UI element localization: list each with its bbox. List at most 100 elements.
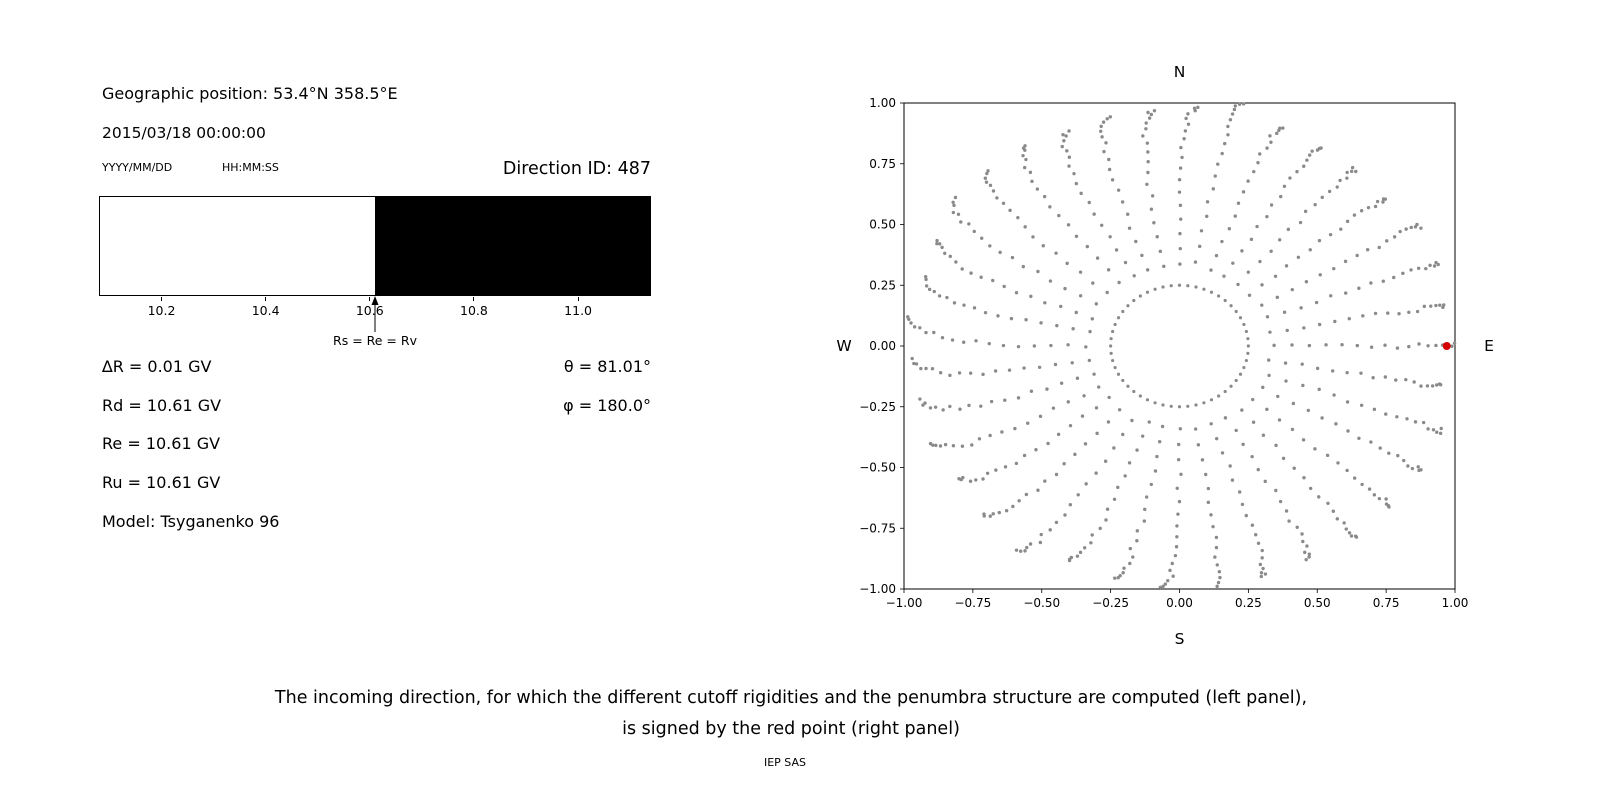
direction-dot bbox=[1003, 398, 1007, 402]
direction-dot bbox=[1241, 442, 1245, 447]
inner-ring-dot bbox=[1244, 358, 1248, 363]
direction-dot bbox=[1292, 466, 1296, 470]
direction-dot bbox=[1332, 393, 1336, 397]
direction-dot bbox=[1263, 572, 1268, 576]
inner-ring-dot bbox=[1186, 284, 1190, 288]
direction-dot bbox=[1116, 485, 1120, 490]
direction-dot bbox=[1117, 280, 1121, 285]
direction-dot bbox=[1163, 582, 1168, 586]
direction-dot bbox=[1409, 225, 1413, 230]
direction-dot bbox=[1247, 293, 1252, 297]
direction-dot bbox=[1404, 377, 1408, 382]
direction-dot bbox=[1244, 513, 1248, 518]
direction-dot bbox=[1255, 224, 1259, 229]
direction-dot bbox=[1256, 541, 1261, 546]
direction-dot bbox=[1303, 209, 1308, 214]
direction-dot bbox=[1413, 420, 1418, 424]
direction-dot bbox=[1051, 406, 1056, 410]
direction-dot bbox=[1127, 461, 1132, 465]
direction-dot bbox=[1355, 253, 1359, 258]
direction-dot bbox=[995, 196, 999, 200]
direction-dot bbox=[1233, 104, 1238, 108]
direction-dot bbox=[1166, 578, 1170, 583]
direction-dot bbox=[1031, 235, 1035, 239]
inner-ring-dot bbox=[1246, 344, 1250, 348]
direction-dot bbox=[1327, 189, 1332, 194]
direction-dot bbox=[1342, 521, 1346, 525]
direction-dot bbox=[1231, 261, 1235, 265]
direction-dot bbox=[1186, 122, 1191, 126]
direction-dot bbox=[1089, 541, 1093, 545]
direction-dot bbox=[1067, 155, 1072, 159]
direction-dot bbox=[1291, 401, 1296, 406]
inner-ring-dot bbox=[1153, 287, 1157, 291]
direction-dot bbox=[1352, 213, 1357, 217]
direction-dot bbox=[1082, 546, 1087, 550]
direction-dot bbox=[1200, 458, 1205, 462]
direction-dot bbox=[1146, 170, 1150, 175]
direction-dot bbox=[1179, 145, 1183, 150]
direction-dot bbox=[1347, 317, 1351, 321]
direction-dot bbox=[1277, 238, 1282, 242]
direction-dot bbox=[1041, 244, 1045, 248]
direction-dot bbox=[1396, 453, 1400, 458]
direction-dot bbox=[1087, 358, 1092, 363]
direction-dot bbox=[1067, 164, 1071, 168]
direction-dot bbox=[1436, 262, 1440, 267]
direction-dot bbox=[1416, 266, 1421, 270]
direction-dot bbox=[930, 366, 935, 371]
direction-dot bbox=[974, 478, 978, 482]
direction-dot bbox=[1426, 344, 1430, 348]
direction-dot bbox=[1022, 453, 1027, 458]
direction-dot bbox=[1330, 369, 1335, 373]
direction-dot bbox=[988, 244, 992, 248]
direction-dot bbox=[1074, 310, 1078, 315]
direction-dot bbox=[1383, 375, 1388, 379]
direction-dot bbox=[1315, 366, 1320, 371]
direction-dot bbox=[1009, 316, 1014, 321]
direction-dot bbox=[1442, 303, 1446, 307]
direction-dot bbox=[914, 362, 919, 366]
direction-dot bbox=[1097, 385, 1101, 389]
geographic-position-text: Geographic position: 53.4°N 358.5°E bbox=[102, 84, 398, 103]
direction-dot bbox=[1059, 381, 1064, 385]
direction-dot bbox=[1211, 187, 1215, 191]
direction-dot bbox=[1407, 310, 1411, 314]
direction-dot bbox=[1076, 493, 1080, 497]
direction-dot bbox=[1295, 525, 1299, 530]
direction-dot bbox=[1104, 518, 1108, 522]
direction-dot bbox=[1344, 291, 1348, 295]
direction-dot bbox=[1155, 235, 1159, 239]
direction-dot bbox=[1258, 259, 1262, 264]
direction-dot bbox=[1302, 164, 1306, 168]
penumbra-tick-label: 10.6 bbox=[355, 303, 384, 318]
direction-dot bbox=[1103, 459, 1108, 463]
direction-dot bbox=[1099, 129, 1103, 134]
direction-dot bbox=[1274, 488, 1278, 493]
direction-dot bbox=[1098, 526, 1102, 531]
direction-dot bbox=[1265, 407, 1269, 412]
direction-dot bbox=[938, 371, 943, 375]
y-tick-label: 0.00 bbox=[869, 339, 896, 353]
direction-dot bbox=[937, 294, 942, 298]
direction-dot bbox=[935, 241, 939, 246]
direction-dot bbox=[1186, 112, 1190, 116]
direction-dot bbox=[1424, 266, 1428, 271]
direction-dot bbox=[1303, 550, 1307, 555]
direction-dot bbox=[1230, 478, 1235, 482]
direction-dot bbox=[969, 271, 973, 275]
direction-dot bbox=[1171, 574, 1175, 578]
direction-dot bbox=[1123, 474, 1127, 478]
direction-dot bbox=[912, 325, 917, 329]
direction-dot bbox=[1130, 418, 1134, 423]
direction-dot bbox=[1100, 223, 1104, 227]
direction-dot bbox=[1298, 220, 1303, 225]
direction-dot bbox=[1284, 379, 1288, 383]
direction-dot bbox=[1180, 155, 1184, 160]
direction-dot bbox=[1279, 194, 1283, 199]
inner-ring-dot bbox=[1177, 283, 1182, 287]
direction-dot bbox=[1054, 472, 1059, 477]
direction-dot bbox=[1429, 304, 1433, 308]
direction-dot bbox=[983, 310, 988, 315]
direction-dot bbox=[1024, 318, 1028, 322]
